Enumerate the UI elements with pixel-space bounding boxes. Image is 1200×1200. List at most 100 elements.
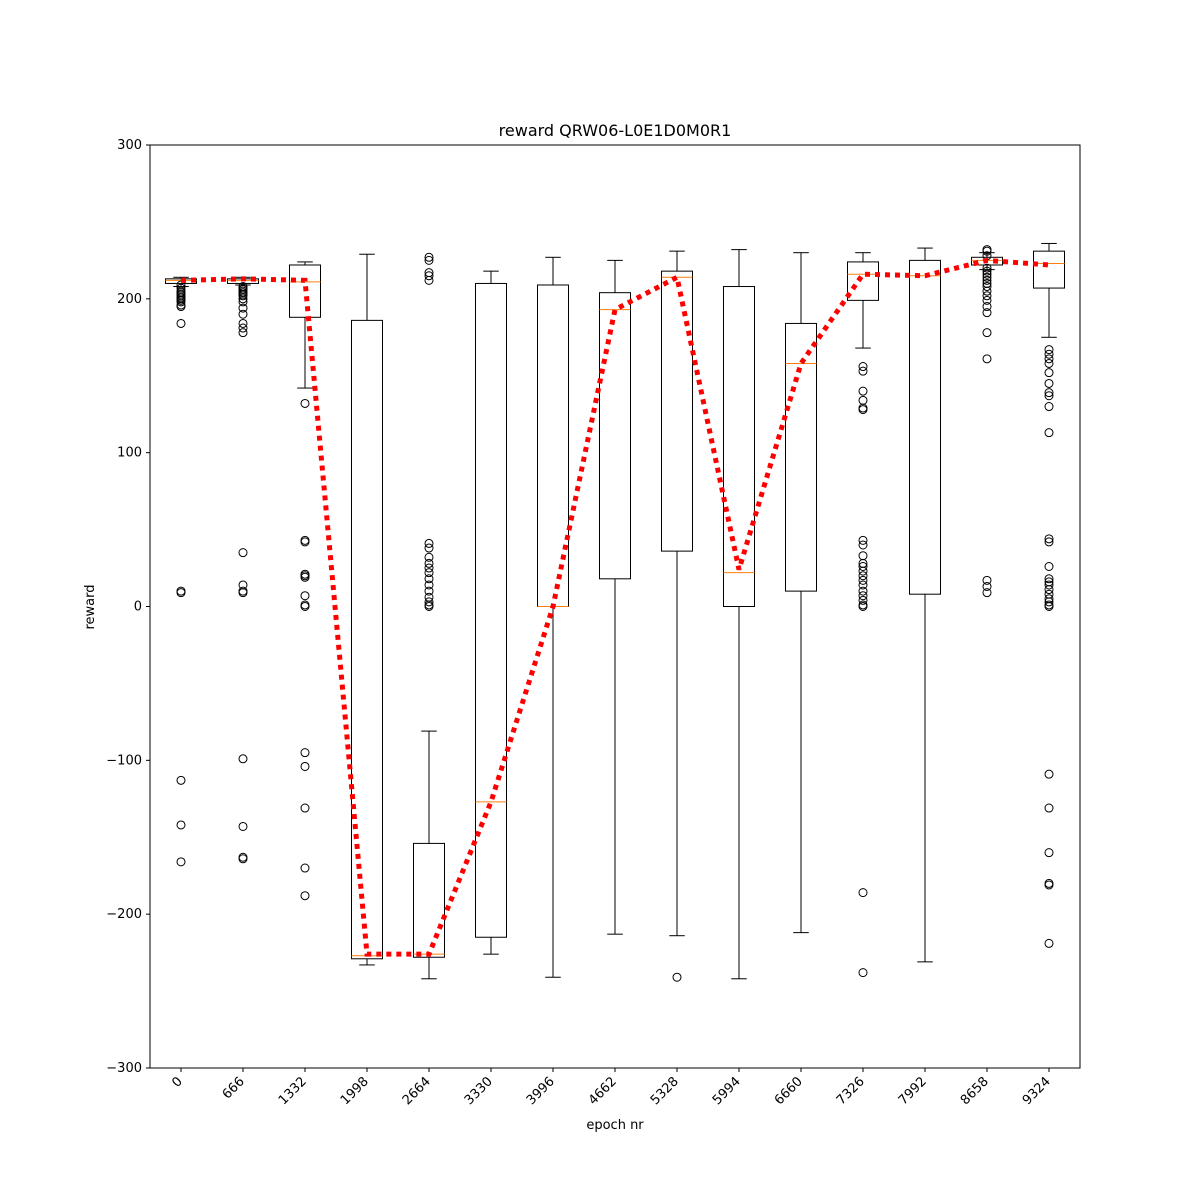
outlier-point [982, 575, 992, 585]
box-iqr [599, 292, 631, 580]
box-group [165, 276, 197, 867]
outlier-point [858, 566, 868, 576]
outlier-point [858, 595, 868, 605]
outlier-point [982, 354, 992, 364]
outlier-point [1044, 402, 1054, 412]
outlier-point [238, 309, 248, 319]
outlier-point [1044, 391, 1054, 401]
outlier-point [300, 748, 310, 758]
y-tick-label: −100 [106, 753, 142, 768]
box-iqr [661, 270, 693, 552]
outlier-point [982, 308, 992, 318]
x-axis-label: epoch nr [586, 1118, 644, 1133]
outlier-point [858, 968, 868, 978]
outlier-point [858, 362, 868, 372]
outlier-point [858, 535, 868, 545]
outlier-point [1044, 345, 1054, 355]
y-tick-label: 300 [117, 138, 142, 153]
outlier-point [238, 548, 248, 558]
box-group [351, 253, 383, 966]
box-iqr [351, 319, 383, 960]
outlier-point [300, 537, 310, 547]
outlier-point [858, 386, 868, 396]
y-axis-label: reward [83, 584, 98, 629]
outlier-point [424, 586, 434, 596]
outlier-point [1044, 354, 1054, 364]
outlier-point [982, 275, 992, 285]
outlier-point [1044, 349, 1054, 359]
outlier-point [982, 295, 992, 305]
outlier-point [424, 563, 434, 573]
outlier-point [1044, 562, 1054, 572]
outlier-point [858, 571, 868, 581]
outlier-point [1044, 880, 1054, 890]
outlier-point [424, 558, 434, 568]
outlier-point [424, 538, 434, 548]
outlier-point [982, 272, 992, 282]
outlier-point [1044, 585, 1054, 595]
outlier-point [300, 761, 310, 771]
outlier-point [982, 588, 992, 598]
outlier-point [238, 854, 248, 864]
outlier-point [1044, 769, 1054, 779]
outlier-point [300, 591, 310, 601]
box-iqr [413, 842, 445, 958]
outlier-point [1044, 848, 1054, 858]
outlier-point [424, 543, 434, 553]
outlier-point [982, 269, 992, 279]
outlier-point [858, 591, 868, 601]
outlier-point [176, 775, 186, 785]
outlier-point [238, 318, 248, 328]
box-iqr [475, 282, 507, 938]
box-iqr [785, 322, 817, 592]
box-iqr [847, 261, 879, 301]
outlier-point [424, 252, 434, 262]
outlier-point [982, 286, 992, 296]
outlier-point [424, 255, 434, 265]
chart-title: reward QRW06-L0E1D0M0R1 [499, 121, 732, 140]
outlier-point [300, 398, 310, 408]
outlier-point [238, 754, 248, 764]
outlier-point [858, 888, 868, 898]
outlier-point [858, 575, 868, 585]
outlier-point [982, 328, 992, 338]
box-iqr [1033, 250, 1065, 289]
outlier-point [1044, 597, 1054, 607]
outlier-point [300, 803, 310, 813]
outlier-point [982, 582, 992, 592]
outlier-point [1044, 358, 1054, 368]
outlier-point [1044, 428, 1054, 438]
outlier-point [424, 580, 434, 590]
outlier-point [424, 602, 434, 611]
outlier-point [176, 318, 186, 328]
outlier-point [424, 574, 434, 584]
outlier-point [238, 821, 248, 831]
outlier-point [238, 291, 248, 301]
outlier-point [300, 891, 310, 901]
outlier-point [300, 572, 310, 582]
outlier-point [672, 972, 682, 982]
y-tick-label: −300 [106, 1061, 142, 1076]
outlier-point [238, 294, 248, 304]
outlier-point [982, 302, 992, 312]
box-group [661, 250, 693, 982]
outlier-point [176, 297, 186, 307]
box-group [785, 252, 817, 934]
box-iqr [909, 259, 941, 595]
outlier-point [238, 328, 248, 338]
outlier-point [1044, 580, 1054, 590]
outlier-point [1044, 574, 1054, 584]
outlier-point [176, 820, 186, 830]
outlier-point [1044, 368, 1054, 378]
box-group [475, 270, 507, 955]
outlier-point [1044, 938, 1054, 948]
outlier-point [176, 588, 186, 598]
outlier-point [1044, 803, 1054, 813]
outlier-point [982, 282, 992, 292]
outlier-point [424, 568, 434, 578]
outlier-point [424, 275, 434, 285]
outlier-point [1044, 378, 1054, 388]
